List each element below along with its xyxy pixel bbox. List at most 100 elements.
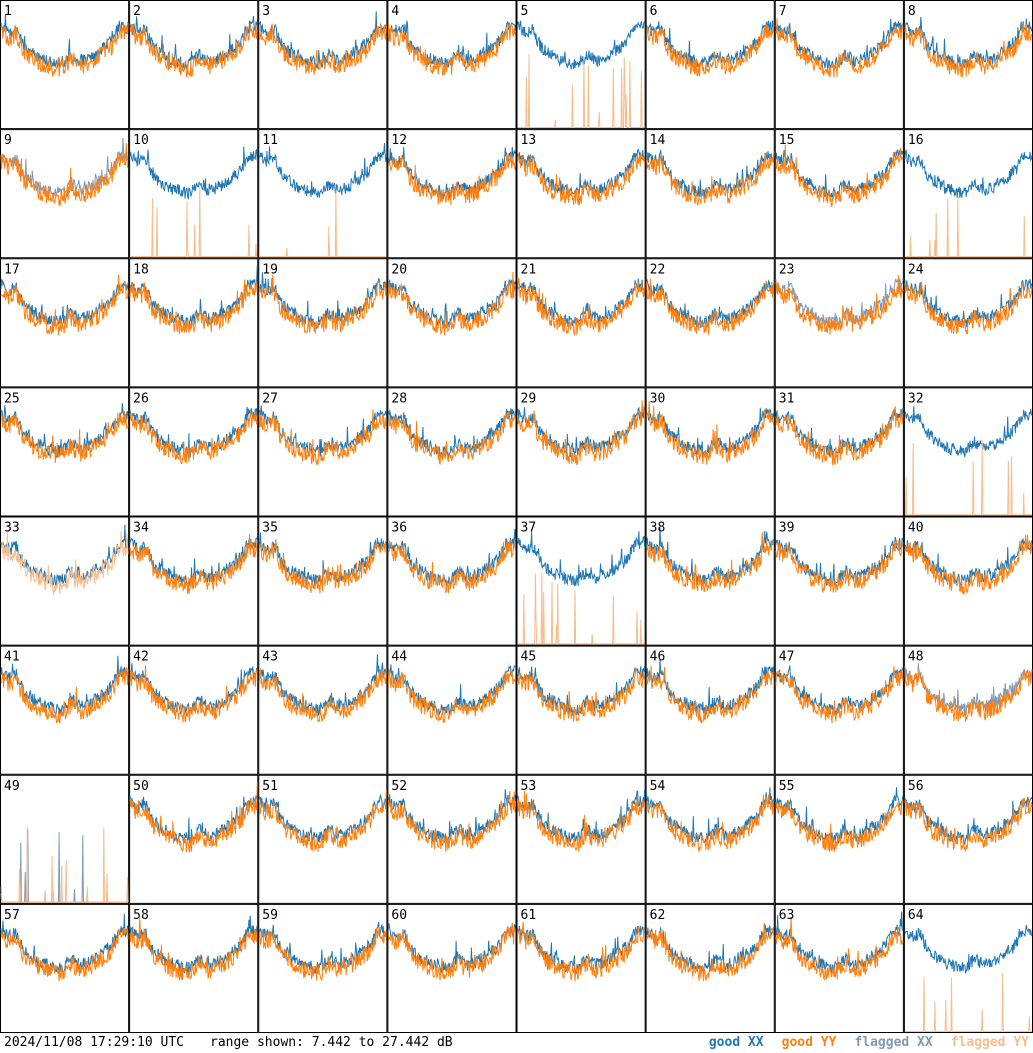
panel-28: 28: [387, 387, 517, 517]
panel-label: 48: [908, 650, 924, 665]
panel-label: 37: [521, 521, 537, 536]
panel-34: 34: [129, 516, 259, 646]
series-yy: [775, 666, 904, 724]
panel-39: 39: [774, 516, 904, 646]
series-yy: [775, 144, 904, 208]
panel-7: 7: [774, 0, 904, 130]
panel-label: 54: [650, 779, 666, 794]
series-yy: [387, 152, 516, 206]
series-yy: [517, 790, 646, 852]
series-yy: [129, 279, 258, 335]
panel-label: 24: [908, 262, 924, 277]
series-yy: [904, 534, 1033, 596]
panel-5: 5: [516, 0, 646, 130]
series-xx: [904, 148, 1033, 198]
panel-label: 6: [650, 4, 658, 19]
panel-label: 5: [521, 4, 529, 19]
panel-label: 34: [133, 521, 149, 536]
panel-label: 31: [779, 391, 795, 406]
panel-label: 36: [391, 521, 407, 536]
panel-29: 29: [516, 387, 646, 517]
series-yy: [129, 533, 258, 595]
series-yy: [387, 668, 516, 723]
panel-50: 50: [129, 774, 259, 904]
panel-label: 1: [4, 4, 12, 19]
panel-49: 49: [0, 774, 130, 904]
panel-frame: [516, 387, 646, 517]
series-yy: [0, 410, 129, 464]
panel-38: 38: [645, 516, 775, 646]
series-yy: [387, 790, 516, 853]
panel-label: 23: [779, 262, 795, 277]
series-yy: [258, 409, 387, 465]
panel-frame: [129, 774, 259, 904]
series-yy: [130, 183, 258, 258]
series-xx: [517, 531, 646, 587]
legend-flagged-xx: flagged XX: [854, 1035, 933, 1050]
panel-16: 16: [903, 129, 1033, 259]
panel-label: 40: [908, 521, 924, 536]
panel-label: 61: [521, 908, 537, 923]
panel-13: 13: [516, 129, 646, 259]
series-yy: [646, 665, 775, 725]
panel-23: 23: [774, 258, 904, 388]
panel-17: 17: [0, 258, 130, 388]
panel-frame: [387, 774, 517, 904]
series-yy: [258, 927, 387, 981]
panel-33: 33: [0, 516, 130, 646]
legend-flagged-yy: flagged YY: [950, 1035, 1029, 1050]
panel-label: 45: [521, 650, 537, 665]
series-xx: [129, 146, 258, 200]
series-yy: [517, 668, 646, 722]
panel-label: 50: [133, 779, 149, 794]
panel-58: 58: [129, 903, 259, 1033]
panel-label: 7: [779, 4, 787, 19]
panel-label: 10: [133, 133, 149, 148]
panel-18: 18: [129, 258, 259, 388]
panel-48: 48: [903, 645, 1033, 775]
panel-22: 22: [645, 258, 775, 388]
panel-40: 40: [903, 516, 1033, 646]
panel-59: 59: [258, 903, 388, 1033]
series-yy: [0, 23, 129, 77]
panel-label: 15: [779, 133, 795, 148]
series-yy: [387, 922, 516, 981]
series-yy: [387, 411, 516, 466]
panel-label: 46: [650, 650, 666, 665]
panel-label: 59: [262, 908, 278, 923]
panel-frame: [387, 258, 517, 388]
panel-19: 19: [258, 258, 388, 388]
series-yy: [258, 790, 387, 852]
series-yy: [517, 153, 646, 206]
series-yy: [129, 917, 258, 981]
panel-label: 17: [4, 262, 20, 277]
series-yy: [0, 927, 129, 982]
legend-good-yy: good YY: [781, 1035, 837, 1050]
series-yy: [387, 23, 516, 76]
panel-frame: [645, 258, 775, 388]
panel-64: 64: [903, 903, 1033, 1033]
panel-label: 35: [262, 521, 278, 536]
series-yy: [258, 22, 387, 76]
panel-label: 21: [521, 262, 537, 277]
series-xx: [775, 787, 904, 844]
panel-6: 6: [645, 0, 775, 130]
series-yy: [0, 826, 129, 903]
series-yy: [646, 922, 775, 982]
series-yy: [904, 23, 1033, 78]
panel-3: 3: [258, 0, 388, 130]
panel-63: 63: [774, 903, 904, 1033]
series-xx: [0, 13, 129, 70]
panel-label: 29: [521, 391, 537, 406]
series-xx: [904, 924, 1033, 974]
timestamp-text: 2024/11/08 17:29:10 UTC: [4, 1035, 185, 1050]
panel-label: 41: [4, 650, 20, 665]
series-xx: [517, 20, 645, 70]
panel-57: 57: [0, 903, 130, 1033]
series-xx: [517, 148, 646, 199]
panel-label: 12: [391, 133, 407, 148]
legend: good XX good YY flagged XX flagged YY: [691, 1033, 1029, 1053]
panel-frame: [903, 129, 1033, 259]
panel-frame: [0, 645, 130, 775]
